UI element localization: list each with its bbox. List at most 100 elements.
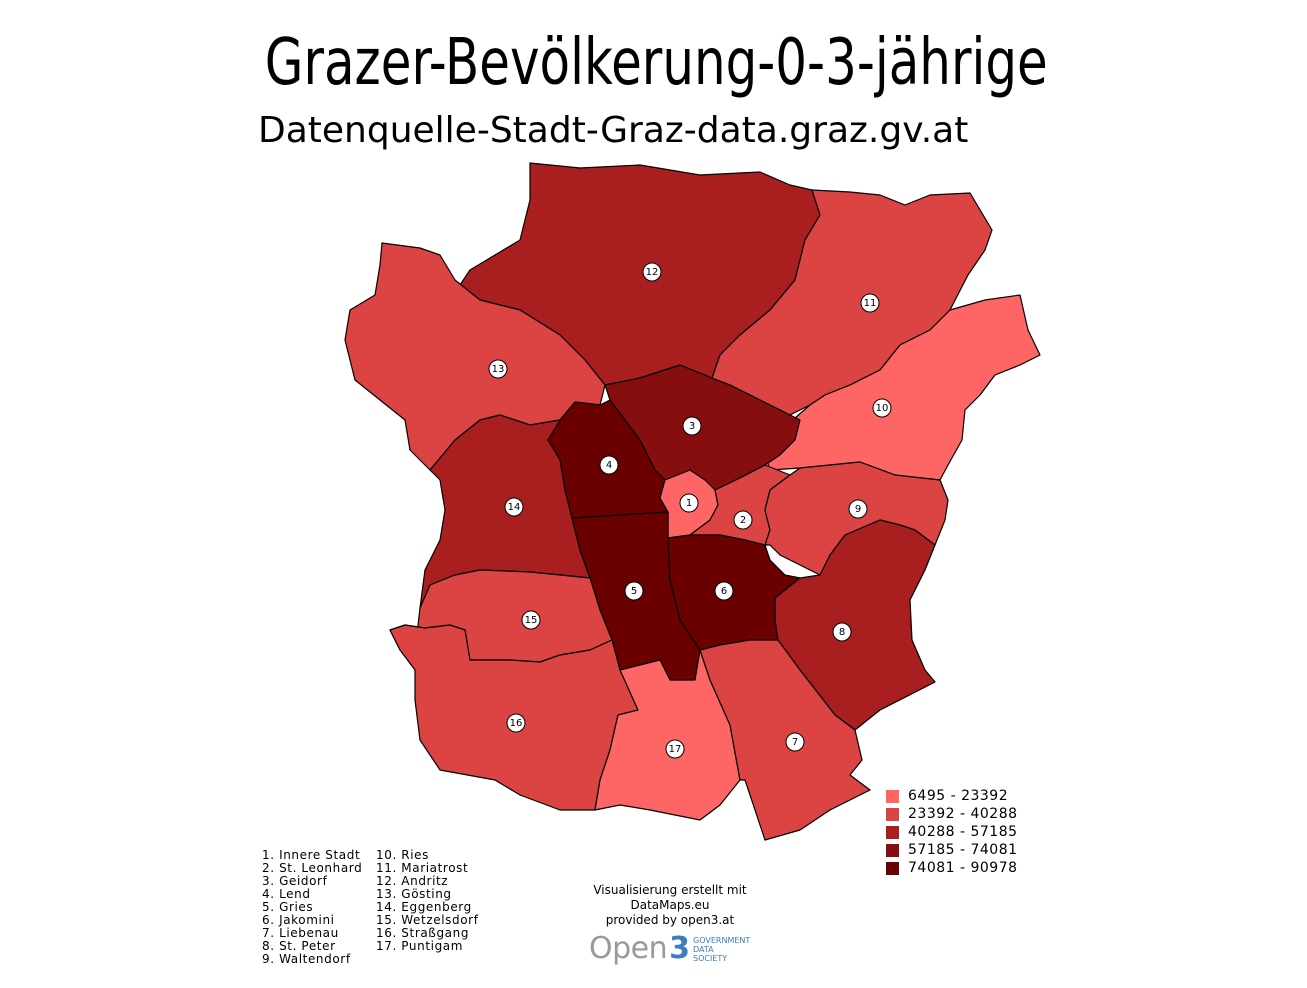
district-number-badge: 14: [504, 497, 524, 517]
district-name: 16. Straßgang: [376, 926, 470, 940]
legend-row: 57185 - 74081: [886, 841, 1018, 859]
badge-number: 8: [839, 627, 845, 638]
badge-number: 11: [864, 298, 877, 309]
district-number-badge: 1: [679, 493, 699, 513]
district-number-badge: 17: [665, 739, 685, 759]
legend-swatch: [886, 789, 899, 803]
badge-number: 9: [855, 504, 861, 515]
badge-number: 1: [686, 498, 692, 509]
district-number-badge: 11: [860, 293, 880, 313]
district-number-badge: 13: [488, 359, 508, 379]
legend-label: 40288 - 57185: [908, 824, 1018, 840]
district-name: 3. Geidorf: [262, 874, 328, 888]
badge-circle: [488, 359, 508, 379]
district-name: 6. Jakomini: [262, 913, 335, 927]
district-number-badge: 8: [832, 622, 852, 642]
district-name: 2. St. Leonhard: [262, 861, 363, 875]
district-name: 7. Liebenau: [262, 926, 339, 940]
badge-number: 3: [689, 421, 695, 432]
badge-circle: [832, 622, 852, 642]
badge-circle: [679, 493, 699, 513]
badge-number: 5: [631, 586, 637, 597]
badge-number: 6: [721, 586, 727, 597]
badge-number: 10: [876, 403, 889, 414]
credit-link-datamaps[interactable]: DataMaps.eu: [630, 898, 710, 912]
badge-circle: [682, 416, 702, 436]
district-number-badge: 3: [682, 416, 702, 436]
district-number-badge: 6: [714, 581, 734, 601]
legend-row: 40288 - 57185: [886, 823, 1018, 841]
badge-circle: [860, 293, 880, 313]
district-name: 13. Gösting: [376, 887, 452, 901]
badge-circle: [504, 497, 524, 517]
legend-label: 23392 - 40288: [908, 806, 1018, 822]
legend-row: 74081 - 90978: [886, 859, 1018, 877]
district-names-left: 1. Innere Stadt 2. St. Leonhard 3. Geido…: [262, 849, 362, 966]
map-title: Grazer-Bevölkerung-0-3-jährige: [264, 26, 1048, 100]
logo-tagline-line: DATA: [693, 944, 714, 954]
district-17-puntigam[interactable]: [594, 649, 741, 821]
district-number-badge: 10: [872, 398, 892, 418]
logo-digit: 3: [669, 931, 691, 966]
district-number-badge: 2: [733, 510, 753, 530]
district-number-badge: 9: [848, 499, 868, 519]
district-name: 1. Innere Stadt: [262, 848, 361, 862]
credit-line: Visualisierung erstellt mit: [593, 883, 747, 897]
badge-circle: [506, 713, 526, 733]
badge-number: 2: [740, 515, 746, 526]
logo-tagline-line: GOVERNMENT: [693, 935, 751, 945]
legend-label: 74081 - 90978: [908, 860, 1018, 876]
badge-circle: [642, 262, 662, 282]
district-name: 15. Wetzelsdorf: [376, 913, 479, 927]
district-name: 12. Andritz: [376, 874, 449, 888]
district-number-badge: 5: [624, 581, 644, 601]
district-name: 8. St. Peter: [262, 939, 336, 953]
logo-tagline-line: SOCIETY: [693, 953, 728, 963]
badge-circle: [733, 510, 753, 530]
badge-circle: [714, 581, 734, 601]
map-subtitle: Datenquelle-Stadt-Graz-data.graz.gv.at: [258, 110, 969, 151]
district-number-badge: 7: [785, 732, 805, 752]
badge-number: 16: [510, 718, 523, 729]
district-name: 10. Ries: [376, 848, 430, 862]
badge-circle: [872, 398, 892, 418]
badge-circle: [785, 732, 805, 752]
district-names-right: 10. Ries 11. Mariatrost 12. Andritz 13. …: [376, 849, 479, 953]
district-name: 5. Gries: [262, 900, 314, 914]
district-number-badge: 12: [642, 262, 662, 282]
district-number-badge: 4: [599, 455, 619, 475]
district-name: 11. Mariatrost: [376, 861, 469, 875]
badge-circle: [521, 610, 541, 630]
legend-label: 6495 - 23392: [908, 788, 1009, 804]
badge-circle: [848, 499, 868, 519]
legend-swatch: [886, 843, 899, 857]
badge-number: 15: [525, 615, 538, 626]
logo-tagline: GOVERNMENT DATA SOCIETY: [693, 936, 750, 963]
logo-word: Open: [589, 931, 668, 966]
map-legend: 6495 - 23392 23392 - 40288 40288 - 57185…: [886, 787, 1018, 877]
credit-text: Visualisierung erstellt mit DataMaps.eu …: [560, 883, 780, 928]
badge-number: 14: [508, 502, 521, 513]
legend-row: 23392 - 40288: [886, 805, 1018, 823]
district-07-liebenau[interactable]: [699, 639, 871, 841]
badge-number: 7: [792, 737, 798, 748]
badge-number: 17: [669, 744, 682, 755]
district-number-badge: 16: [506, 713, 526, 733]
open3-logo[interactable]: Open 3 GOVERNMENT DATA SOCIETY: [589, 932, 750, 966]
credit-line: provided by open3.at: [605, 913, 735, 927]
district-number-badge: 15: [521, 610, 541, 630]
district-name: 9. Waltendorf: [262, 952, 351, 966]
legend-swatch: [886, 861, 899, 875]
district-name: 14. Eggenberg: [376, 900, 472, 914]
legend-swatch: [886, 807, 899, 821]
badge-circle: [624, 581, 644, 601]
legend-label: 57185 - 74081: [908, 842, 1018, 858]
badge-circle: [665, 739, 685, 759]
district-name: 4. Lend: [262, 887, 311, 901]
legend-row: 6495 - 23392: [886, 787, 1018, 805]
badge-circle: [599, 455, 619, 475]
district-name: 17. Puntigam: [376, 939, 464, 953]
badge-number: 12: [646, 267, 659, 278]
legend-swatch: [886, 825, 899, 839]
